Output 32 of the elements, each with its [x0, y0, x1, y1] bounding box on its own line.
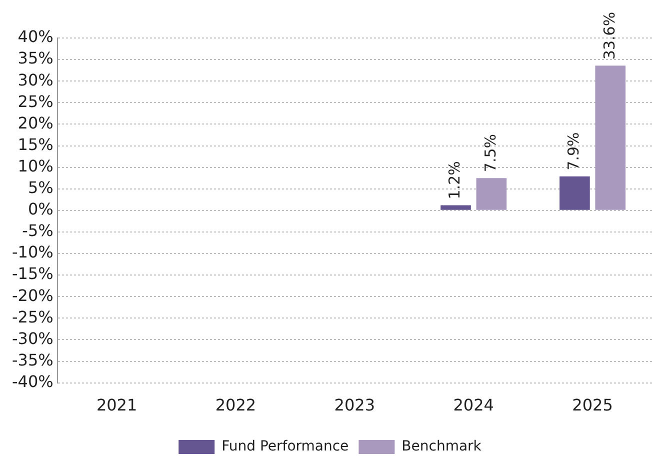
y-tick-label: -30%	[12, 328, 54, 348]
bar	[440, 205, 471, 210]
y-tick-label: 5%	[28, 178, 54, 198]
y-tick-label: -10%	[12, 242, 54, 262]
y-tick-label: 10%	[18, 156, 54, 176]
x-tick-label: 2025	[572, 396, 613, 415]
data-label: 1.2%	[446, 161, 464, 200]
y-tick-label: 30%	[18, 70, 54, 90]
data-label: 7.5%	[481, 134, 500, 172]
bar	[476, 178, 507, 210]
bar	[595, 66, 626, 210]
y-tick-label: 20%	[18, 113, 54, 132]
legend-label: Benchmark	[402, 438, 482, 455]
y-tick-label: -20%	[12, 286, 54, 305]
data-label: 7.9%	[564, 132, 583, 170]
y-tick-label: 15%	[18, 134, 54, 154]
x-tick-label: 2023	[334, 396, 376, 415]
x-tick-label: 2021	[96, 396, 138, 415]
bar	[560, 176, 590, 210]
y-tick-label: -15%	[12, 264, 54, 284]
y-tick-label: -40%	[12, 372, 54, 391]
y-tick-label: 25%	[18, 92, 54, 111]
y-tick-label: 35%	[18, 48, 54, 68]
y-tick-label: 40%	[18, 27, 54, 46]
y-tick-label: 0%	[28, 200, 54, 219]
y-tick-label: -5%	[22, 221, 54, 240]
data-label: 33.6%	[600, 12, 618, 60]
x-tick-label: 2024	[453, 396, 494, 415]
legend-label: Fund Performance	[222, 438, 349, 455]
y-tick-label: -35%	[12, 350, 54, 370]
x-tick-label: 2022	[215, 396, 256, 415]
y-tick-label: -25%	[12, 307, 54, 326]
